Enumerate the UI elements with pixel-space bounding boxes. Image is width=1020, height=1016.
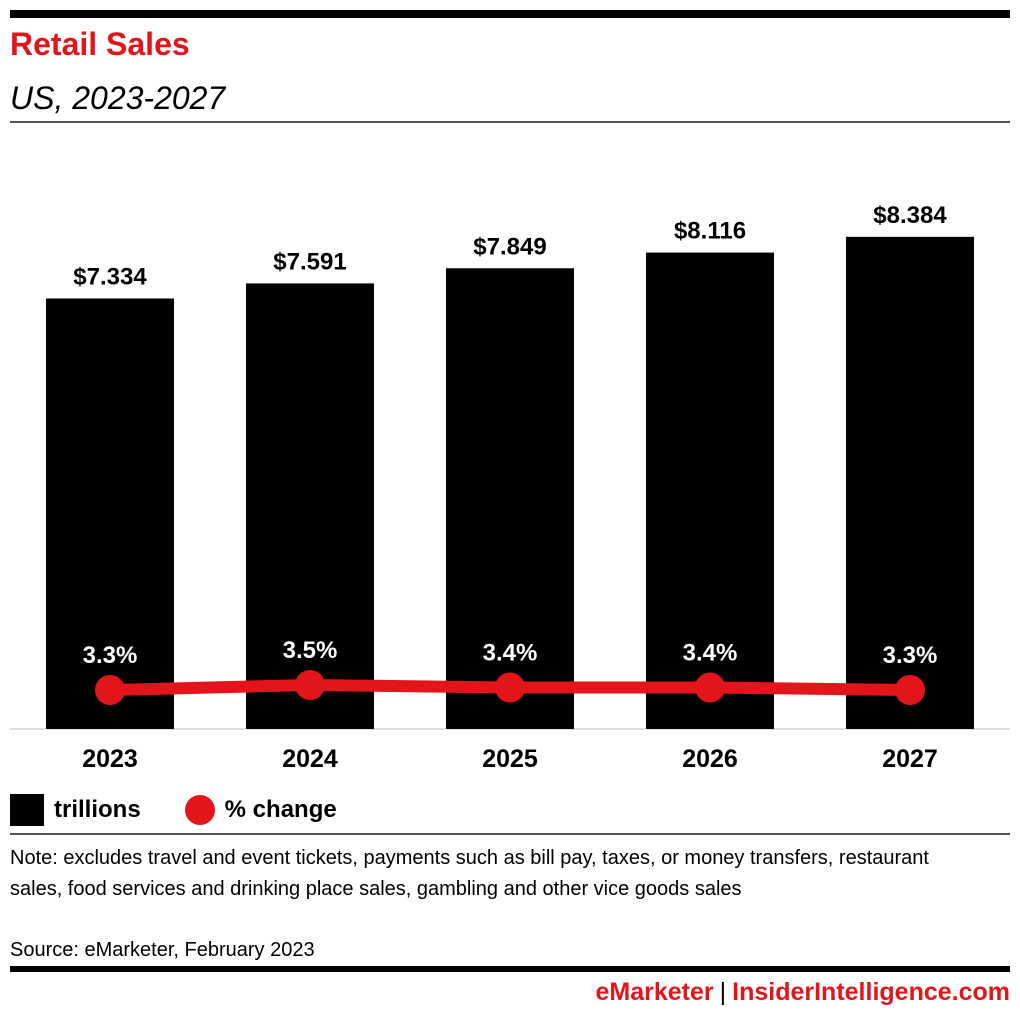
footer-separator: | — [719, 978, 727, 1006]
chart-subtitle: US, 2023-2027 — [10, 80, 226, 116]
bar-2024 — [246, 283, 374, 729]
x-tick-label: 2027 — [882, 745, 938, 773]
bar-value-label: $8.116 — [674, 218, 746, 245]
x-tick-label: 2023 — [82, 745, 138, 773]
retail-sales-chart: $7.334 2023 $7.591 2024 $7.849 2025 $8.116 2026… — [10, 202, 1010, 773]
change-point — [95, 675, 125, 705]
x-tick-label: 2025 — [482, 745, 538, 773]
footer-brand: eMarketer | InsiderIntelligence.com — [596, 978, 1011, 1007]
chart-title: Retail Sales — [10, 26, 190, 62]
bar-2025 — [446, 268, 574, 729]
bar-2027 — [846, 236, 974, 730]
change-point — [695, 672, 725, 703]
legend-bar-label: trillions — [54, 796, 141, 823]
x-tick-label: 2024 — [282, 745, 338, 773]
legend-bar-swatch — [10, 794, 44, 826]
change-label: 3.5% — [283, 637, 338, 664]
change-label: 3.3% — [83, 642, 138, 669]
bar-2026 — [646, 252, 774, 729]
bar-value-label: $7.334 — [73, 263, 147, 290]
bottom-rule — [10, 966, 1010, 972]
chart-source: Source: eMarketer, February 2023 — [10, 939, 315, 961]
change-point — [895, 675, 925, 705]
legend: trillions % change — [10, 792, 337, 828]
legend-divider — [10, 833, 1010, 835]
bar-value-label: $7.849 — [473, 233, 546, 260]
footer-brand-insider: InsiderIntelligence.com — [732, 978, 1010, 1006]
change-label: 3.4% — [483, 640, 538, 667]
top-rule — [10, 10, 1010, 18]
footer-brand-emarketer: eMarketer — [595, 978, 714, 1006]
change-label: 3.3% — [883, 642, 938, 669]
bar-value-label: $8.384 — [873, 202, 947, 229]
chart-note: Note: excludes travel and event tickets,… — [10, 847, 929, 900]
bar-2023 — [46, 298, 174, 729]
x-tick-label: 2026 — [682, 745, 738, 773]
change-point — [295, 670, 325, 700]
legend-line-swatch — [184, 795, 215, 825]
change-point — [495, 672, 525, 703]
subtitle-divider — [10, 121, 1010, 123]
change-label: 3.4% — [683, 640, 738, 667]
legend-line-label: % change — [224, 796, 337, 823]
bar-value-label: $7.591 — [273, 248, 346, 275]
